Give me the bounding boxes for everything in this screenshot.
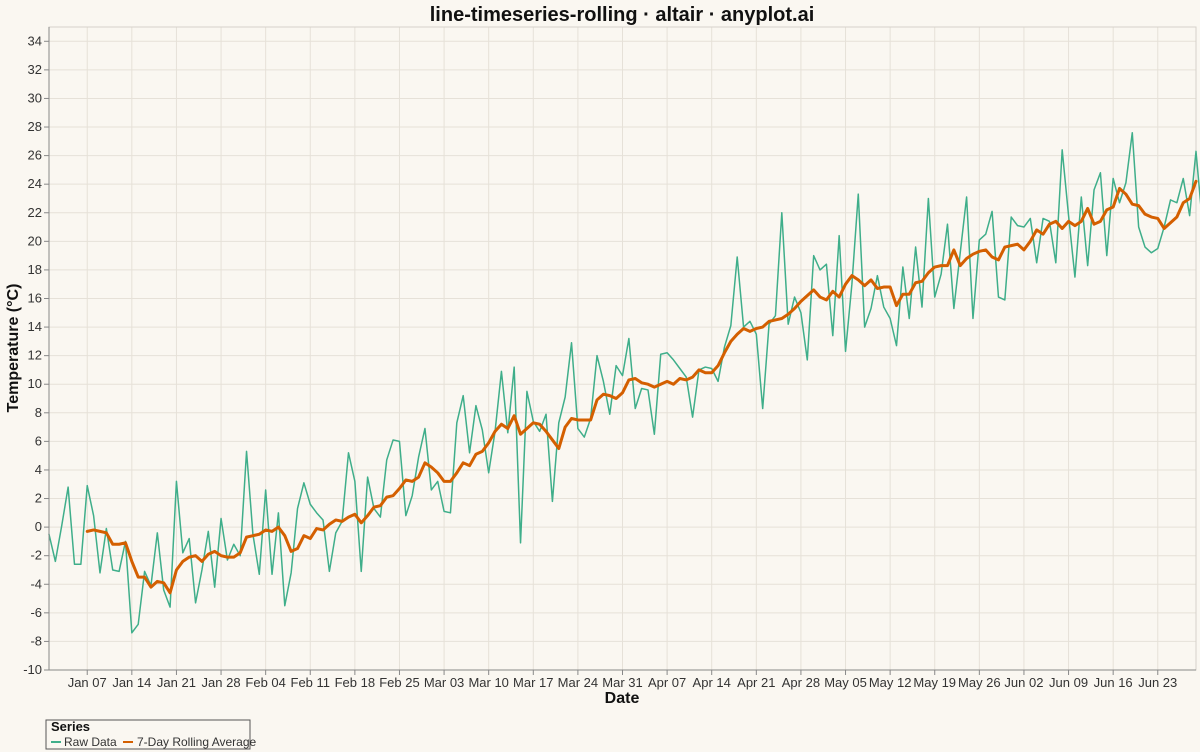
y-tick-label: -4 xyxy=(30,576,42,591)
series-layer xyxy=(48,131,1200,634)
x-tick-label: Jun 23 xyxy=(1138,675,1177,690)
x-tick-label: Feb 11 xyxy=(291,675,331,690)
y-tick-label: 14 xyxy=(28,319,42,334)
x-tick-label: May 05 xyxy=(824,675,867,690)
x-tick-label: Apr 21 xyxy=(737,675,775,690)
y-tick-label: -10 xyxy=(23,662,42,677)
x-tick-label: Mar 03 xyxy=(424,675,464,690)
y-tick-label: 26 xyxy=(28,148,42,163)
grid-lines xyxy=(49,27,1196,671)
y-tick-label: 20 xyxy=(28,233,42,248)
y-tick-label: -6 xyxy=(30,605,42,620)
x-axis: Jan 07 Jan 14 Jan 21 Jan 28 Feb 04 Feb 11 Feb … xyxy=(49,669,1196,690)
y-tick-label: 22 xyxy=(28,205,42,220)
x-tick-label: Mar 31 xyxy=(602,675,642,690)
x-tick-label: Mar 24 xyxy=(558,675,598,690)
y-axis: -10-8-6-4-202468101214161820222426283032… xyxy=(23,27,50,677)
x-tick-label: Feb 18 xyxy=(335,675,375,690)
y-tick-label: 8 xyxy=(35,405,42,420)
y-tick-label: 2 xyxy=(35,491,42,506)
raw-data-line xyxy=(48,131,1200,634)
legend: Series Raw Data 7-Day Rolling Average xyxy=(45,719,257,750)
y-tick-label: -2 xyxy=(30,548,42,563)
x-tick-label: Apr 14 xyxy=(693,675,731,690)
y-tick-label: 0 xyxy=(35,519,42,534)
legend-label-rolling-average: 7-Day Rolling Average xyxy=(137,735,257,749)
x-tick-label: May 26 xyxy=(958,675,1001,690)
x-tick-label: Jun 16 xyxy=(1094,675,1133,690)
y-tick-label: 28 xyxy=(28,119,42,134)
x-tick-label: Jun 09 xyxy=(1049,675,1088,690)
legend-frame xyxy=(45,719,251,750)
x-tick-label: Apr 07 xyxy=(648,675,686,690)
y-tick-label: 32 xyxy=(28,62,42,77)
y-tick-label: 16 xyxy=(28,290,42,305)
x-tick-label: Mar 10 xyxy=(468,675,508,690)
x-tick-label: Jan 14 xyxy=(112,675,151,690)
x-tick-label: Apr 28 xyxy=(782,675,820,690)
y-tick-label: 18 xyxy=(28,262,42,277)
y-tick-label: 4 xyxy=(35,462,42,477)
y-tick-label: 30 xyxy=(28,90,42,105)
legend-title: Series xyxy=(51,719,90,734)
x-axis-title: Date xyxy=(605,690,640,707)
y-tick-label: 34 xyxy=(28,33,42,48)
x-tick-label: Feb 04 xyxy=(245,675,285,690)
y-tick-label: 12 xyxy=(28,348,42,363)
x-tick-label: Jan 28 xyxy=(202,675,241,690)
y-tick-label: 10 xyxy=(28,376,42,391)
chart-title: line-timeseries-rolling · altair · anypl… xyxy=(430,4,815,26)
x-tick-label: May 19 xyxy=(913,675,956,690)
x-tick-label: Mar 17 xyxy=(513,675,553,690)
x-tick-label: Jan 21 xyxy=(157,675,196,690)
x-tick-label: Jun 02 xyxy=(1004,675,1043,690)
y-tick-label: 24 xyxy=(28,176,42,191)
rolling-average-line xyxy=(85,179,1198,595)
y-tick-label: 6 xyxy=(35,433,42,448)
x-tick-label: Feb 25 xyxy=(379,675,419,690)
x-tick-label: Jan 07 xyxy=(68,675,107,690)
legend-label-raw-data: Raw Data xyxy=(64,735,117,749)
y-axis-title: Temperature (°C) xyxy=(5,284,22,413)
x-tick-label: May 12 xyxy=(869,675,912,690)
y-tick-label: -8 xyxy=(30,633,42,648)
